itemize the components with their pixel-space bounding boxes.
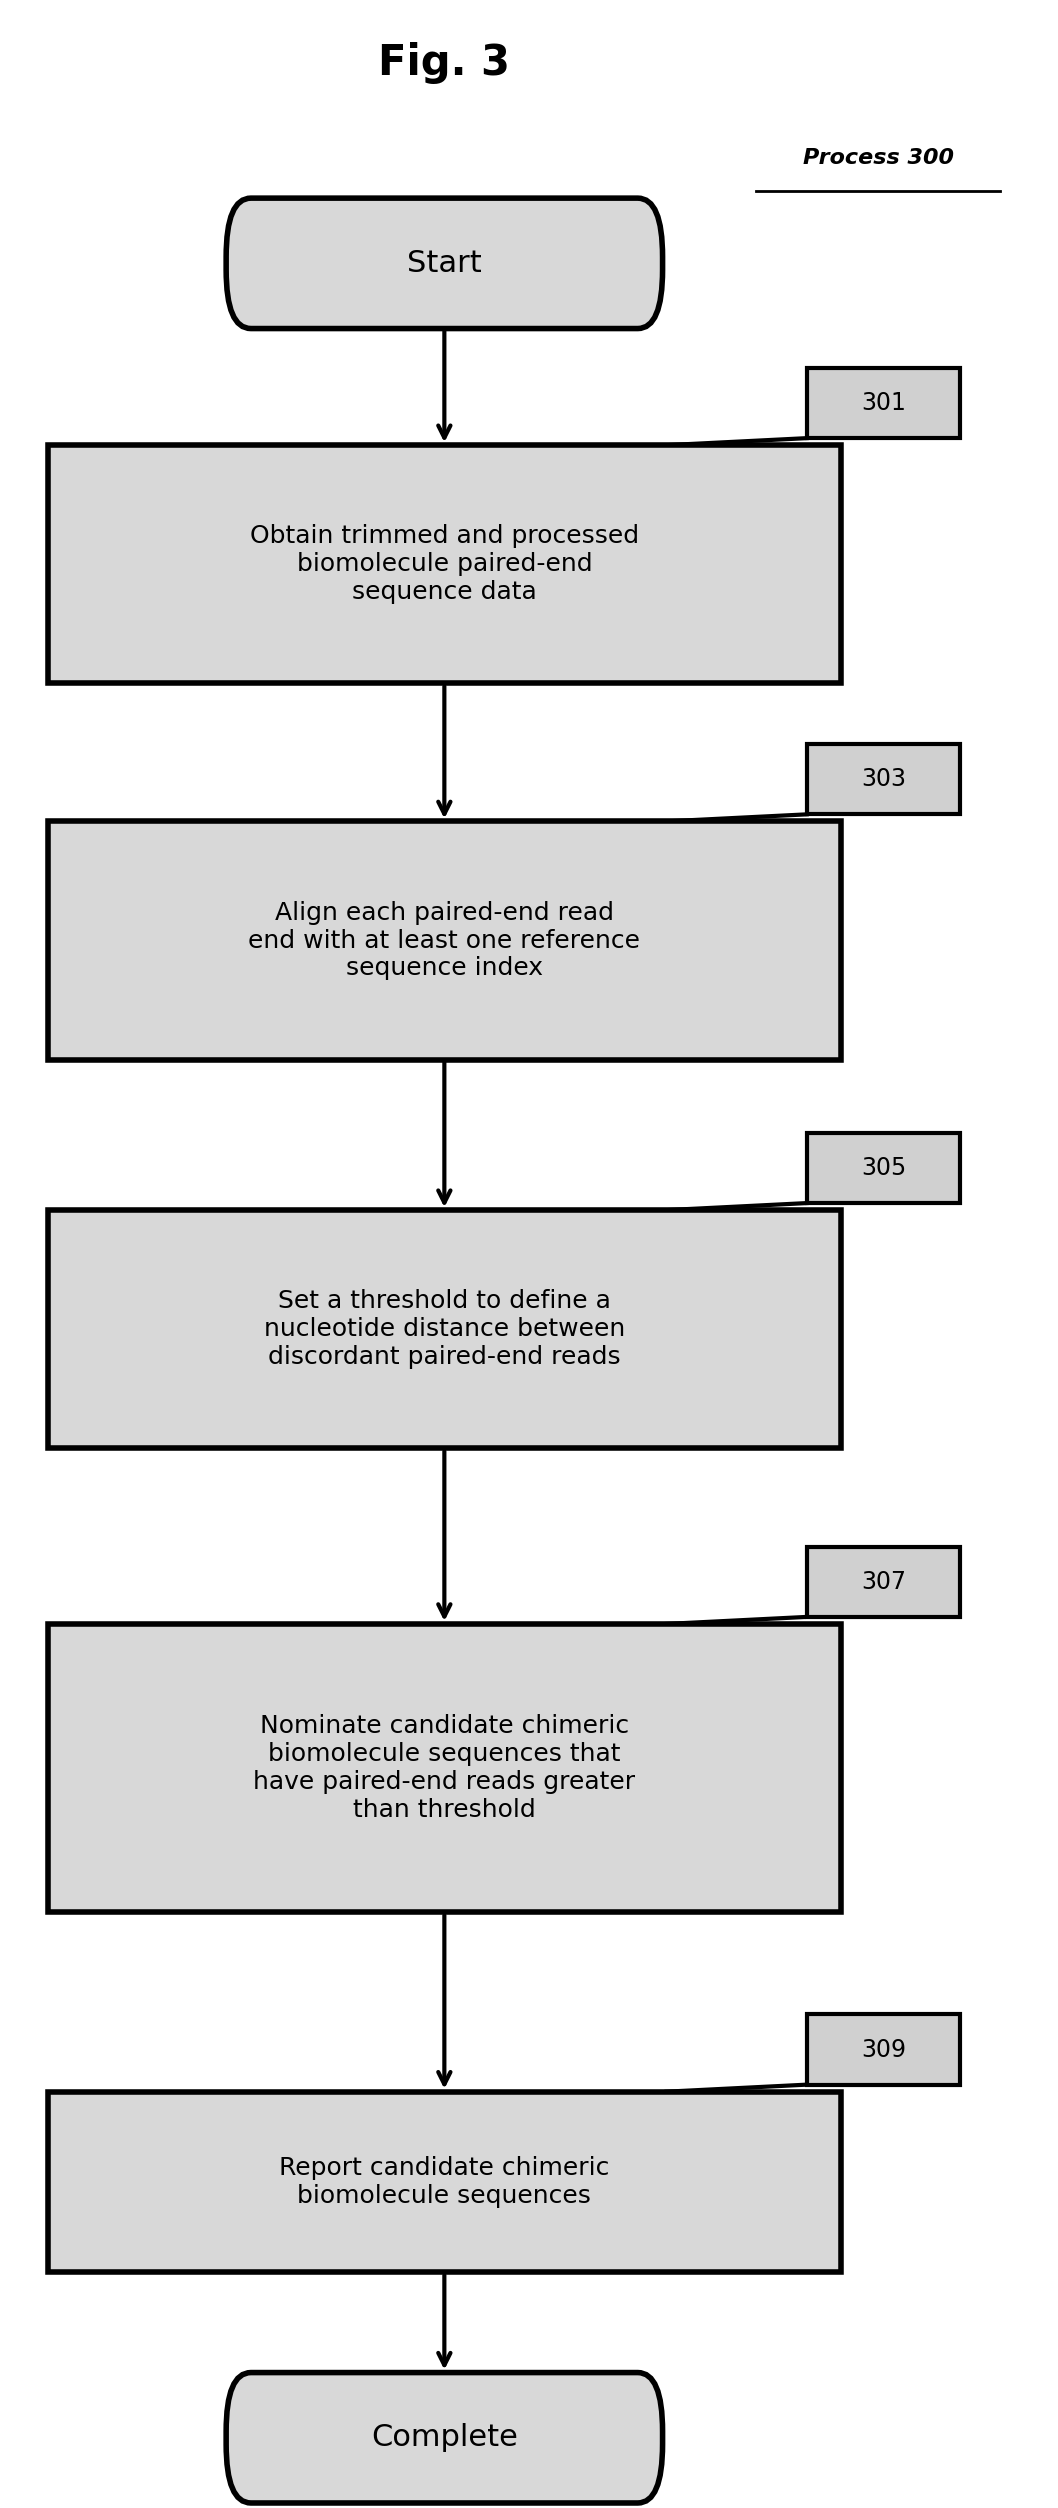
FancyBboxPatch shape [226, 2373, 662, 2503]
Text: 303: 303 [861, 767, 906, 790]
Text: Start: Start [407, 248, 481, 278]
Text: 305: 305 [861, 1156, 906, 1179]
Bar [806, 369, 961, 439]
Text: Set a threshold to define a
nucleotide distance between
discordant paired-end re: Set a threshold to define a nucleotide d… [263, 1289, 625, 1369]
Bar [806, 1547, 961, 1618]
Text: Report candidate chimeric
biomolecule sequences: Report candidate chimeric biomolecule se… [279, 2157, 609, 2207]
Text: 307: 307 [861, 1570, 906, 1593]
Bar [48, 2092, 841, 2272]
Text: 301: 301 [861, 391, 906, 414]
Text: Nominate candidate chimeric
biomolecule sequences that
have paired-end reads gre: Nominate candidate chimeric biomolecule … [253, 1715, 636, 1821]
Text: Complete: Complete [371, 2423, 517, 2453]
Text: 309: 309 [861, 2036, 906, 2062]
Text: Align each paired-end read
end with at least one reference
sequence index: Align each paired-end read end with at l… [249, 900, 640, 981]
Bar [806, 2014, 961, 2084]
Text: Process 300: Process 300 [803, 148, 953, 168]
Text: Fig. 3: Fig. 3 [379, 43, 510, 83]
Bar [48, 1211, 841, 1450]
FancyBboxPatch shape [226, 198, 662, 329]
Bar [806, 745, 961, 815]
Text: Obtain trimmed and processed
biomolecule paired-end
sequence data: Obtain trimmed and processed biomolecule… [250, 524, 639, 604]
Bar [48, 446, 841, 682]
Bar [48, 820, 841, 1058]
Bar [48, 1625, 841, 1911]
Bar [806, 1134, 961, 1204]
